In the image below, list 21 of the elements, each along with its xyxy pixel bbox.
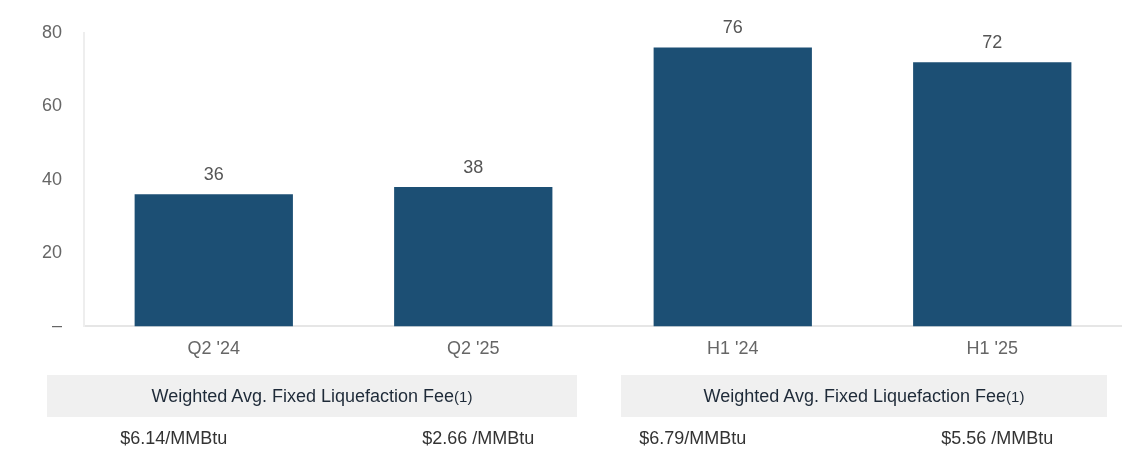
y-tick-label: 20 bbox=[41, 241, 63, 262]
x-tick-label: Q2 '25 bbox=[447, 338, 500, 359]
bar bbox=[134, 194, 293, 327]
bar bbox=[913, 62, 1072, 327]
y-tick-label: 40 bbox=[41, 168, 63, 189]
data-label: 38 bbox=[463, 156, 484, 177]
x-tick-label: H1 '24 bbox=[707, 338, 759, 359]
data-label: 72 bbox=[982, 32, 1003, 53]
text: $6.79/MMBtu bbox=[639, 428, 747, 449]
bar bbox=[653, 47, 812, 327]
data-label: 76 bbox=[722, 17, 743, 38]
y-tick-label: 80 bbox=[41, 21, 63, 42]
text: $6.14/MMBtu bbox=[120, 428, 228, 449]
x-tick-label: H1 '25 bbox=[966, 338, 1018, 359]
x-tick-label: Q2 '24 bbox=[187, 338, 241, 359]
data-label: 36 bbox=[203, 164, 224, 185]
bar bbox=[394, 186, 553, 327]
text: $2.66 /MMBtu bbox=[422, 428, 535, 449]
y-tick-label: 60 bbox=[41, 95, 63, 116]
text: $5.56 /MMBtu bbox=[941, 428, 1054, 449]
y-tick-label: – bbox=[52, 315, 63, 336]
